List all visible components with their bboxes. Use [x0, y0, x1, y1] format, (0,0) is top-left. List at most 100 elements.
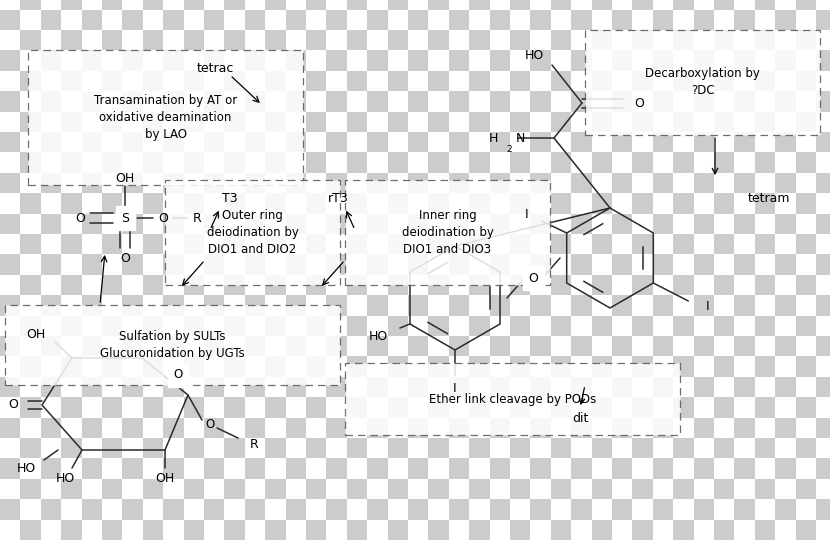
Bar	[326, 275, 347, 295]
Bar	[551, 71, 571, 91]
Bar	[81, 173, 102, 193]
Bar	[102, 193, 122, 214]
Bar	[81, 30, 102, 50]
Bar	[592, 152, 612, 173]
Bar	[449, 356, 469, 377]
Bar	[796, 458, 816, 479]
Bar	[183, 377, 204, 397]
Bar	[367, 458, 388, 479]
Bar	[388, 356, 408, 377]
Bar	[449, 91, 469, 112]
Bar	[164, 519, 183, 540]
Text: Outer ring
deiodination by
DIO1 and DIO2: Outer ring deiodination by DIO1 and DIO2	[207, 209, 299, 256]
Bar	[61, 91, 81, 112]
Bar	[530, 0, 551, 10]
Bar	[735, 132, 754, 152]
Bar	[775, 356, 796, 377]
Bar	[122, 295, 143, 315]
Bar	[653, 234, 673, 254]
Bar	[653, 458, 673, 479]
Bar	[673, 234, 694, 254]
Bar	[673, 0, 694, 10]
Bar	[102, 152, 122, 173]
Bar	[102, 71, 122, 91]
Bar	[61, 397, 81, 417]
Bar	[632, 336, 653, 356]
Bar	[612, 132, 632, 152]
Bar	[754, 234, 775, 254]
Bar	[592, 479, 612, 499]
Bar	[41, 377, 61, 397]
Bar	[714, 417, 735, 438]
Bar	[21, 234, 41, 254]
Bar	[530, 397, 551, 417]
Bar	[510, 173, 530, 193]
Bar	[122, 10, 143, 30]
Text: O: O	[120, 252, 130, 265]
Bar	[449, 152, 469, 173]
Bar	[0, 50, 21, 71]
Bar	[224, 234, 245, 254]
Bar	[816, 132, 830, 152]
Bar	[347, 71, 367, 91]
Bar	[21, 458, 41, 479]
Bar	[143, 0, 164, 10]
Bar	[41, 10, 61, 30]
Bar	[735, 315, 754, 336]
Bar	[183, 275, 204, 295]
Bar	[632, 275, 653, 295]
Bar	[266, 91, 286, 112]
Bar	[81, 519, 102, 540]
Bar	[449, 71, 469, 91]
Bar	[183, 173, 204, 193]
Bar	[714, 397, 735, 417]
Bar	[286, 397, 306, 417]
Bar	[571, 356, 592, 377]
Bar	[490, 234, 510, 254]
Bar	[775, 417, 796, 438]
Bar	[816, 254, 830, 275]
Bar	[408, 30, 428, 50]
Bar	[122, 417, 143, 438]
Bar	[102, 417, 122, 438]
Bar	[164, 132, 183, 152]
Bar	[306, 519, 326, 540]
Bar	[632, 173, 653, 193]
Bar	[653, 295, 673, 315]
Bar	[204, 499, 224, 519]
Bar	[21, 71, 41, 91]
Bar	[428, 234, 449, 254]
Bar	[306, 417, 326, 438]
Bar	[81, 254, 102, 275]
Bar	[673, 214, 694, 234]
Bar	[796, 254, 816, 275]
Bar	[306, 214, 326, 234]
Bar	[490, 438, 510, 458]
Bar	[775, 438, 796, 458]
Bar	[245, 0, 266, 10]
Bar	[408, 275, 428, 295]
Bar	[816, 30, 830, 50]
Bar	[714, 356, 735, 377]
Bar	[347, 10, 367, 30]
Bar	[551, 0, 571, 10]
Bar	[0, 91, 21, 112]
Bar	[408, 0, 428, 10]
Bar	[469, 173, 490, 193]
Bar	[796, 0, 816, 10]
Bar	[632, 50, 653, 71]
Bar	[266, 254, 286, 275]
Bar	[204, 234, 224, 254]
Bar	[714, 112, 735, 132]
Bar	[510, 71, 530, 91]
Bar	[245, 132, 266, 152]
Bar	[490, 50, 510, 71]
Bar	[367, 438, 388, 458]
Bar	[469, 295, 490, 315]
Bar	[306, 173, 326, 193]
Bar	[204, 0, 224, 10]
Bar	[347, 397, 367, 417]
Bar	[388, 132, 408, 152]
Bar	[510, 336, 530, 356]
Bar	[592, 438, 612, 458]
